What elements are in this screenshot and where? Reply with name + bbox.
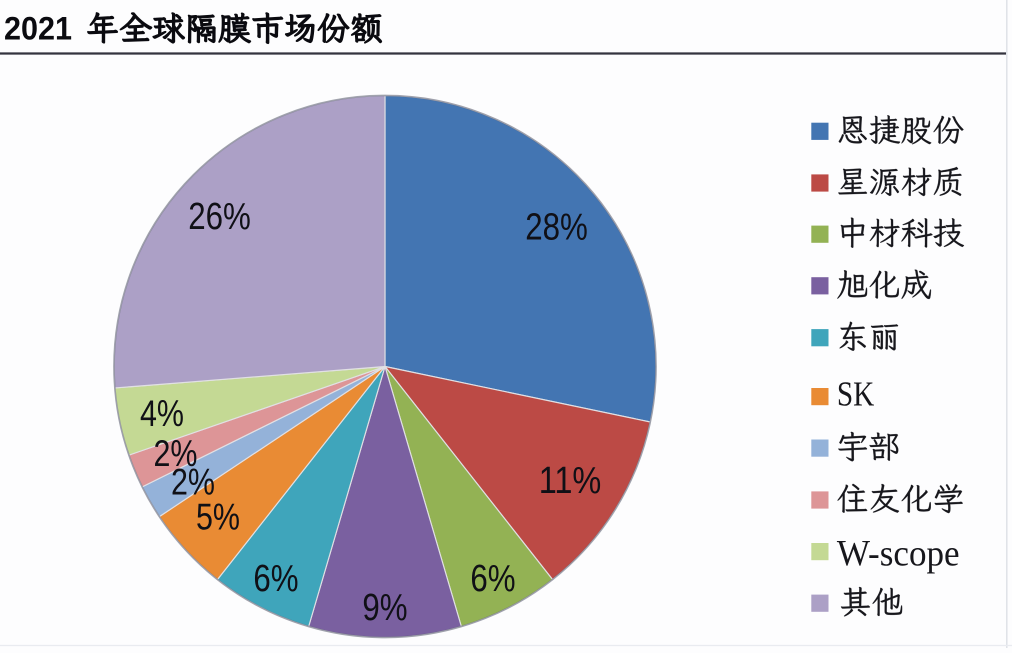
svg-text:11%: 11% [539, 460, 602, 502]
svg-text:9%: 9% [362, 587, 407, 629]
svg-text:2%: 2% [154, 433, 198, 474]
svg-text:5%: 5% [196, 497, 240, 538]
svg-text:2%: 2% [171, 462, 215, 503]
svg-text:4%: 4% [140, 393, 184, 434]
svg-text:28%: 28% [525, 206, 588, 248]
svg-text:2021: 2021 [4, 11, 72, 47]
svg-text:6%: 6% [253, 558, 298, 600]
svg-text:SK: SK [837, 375, 874, 414]
svg-text:26%: 26% [188, 196, 251, 238]
svg-text:W-scope: W-scope [837, 533, 960, 574]
svg-text:6%: 6% [470, 558, 515, 600]
